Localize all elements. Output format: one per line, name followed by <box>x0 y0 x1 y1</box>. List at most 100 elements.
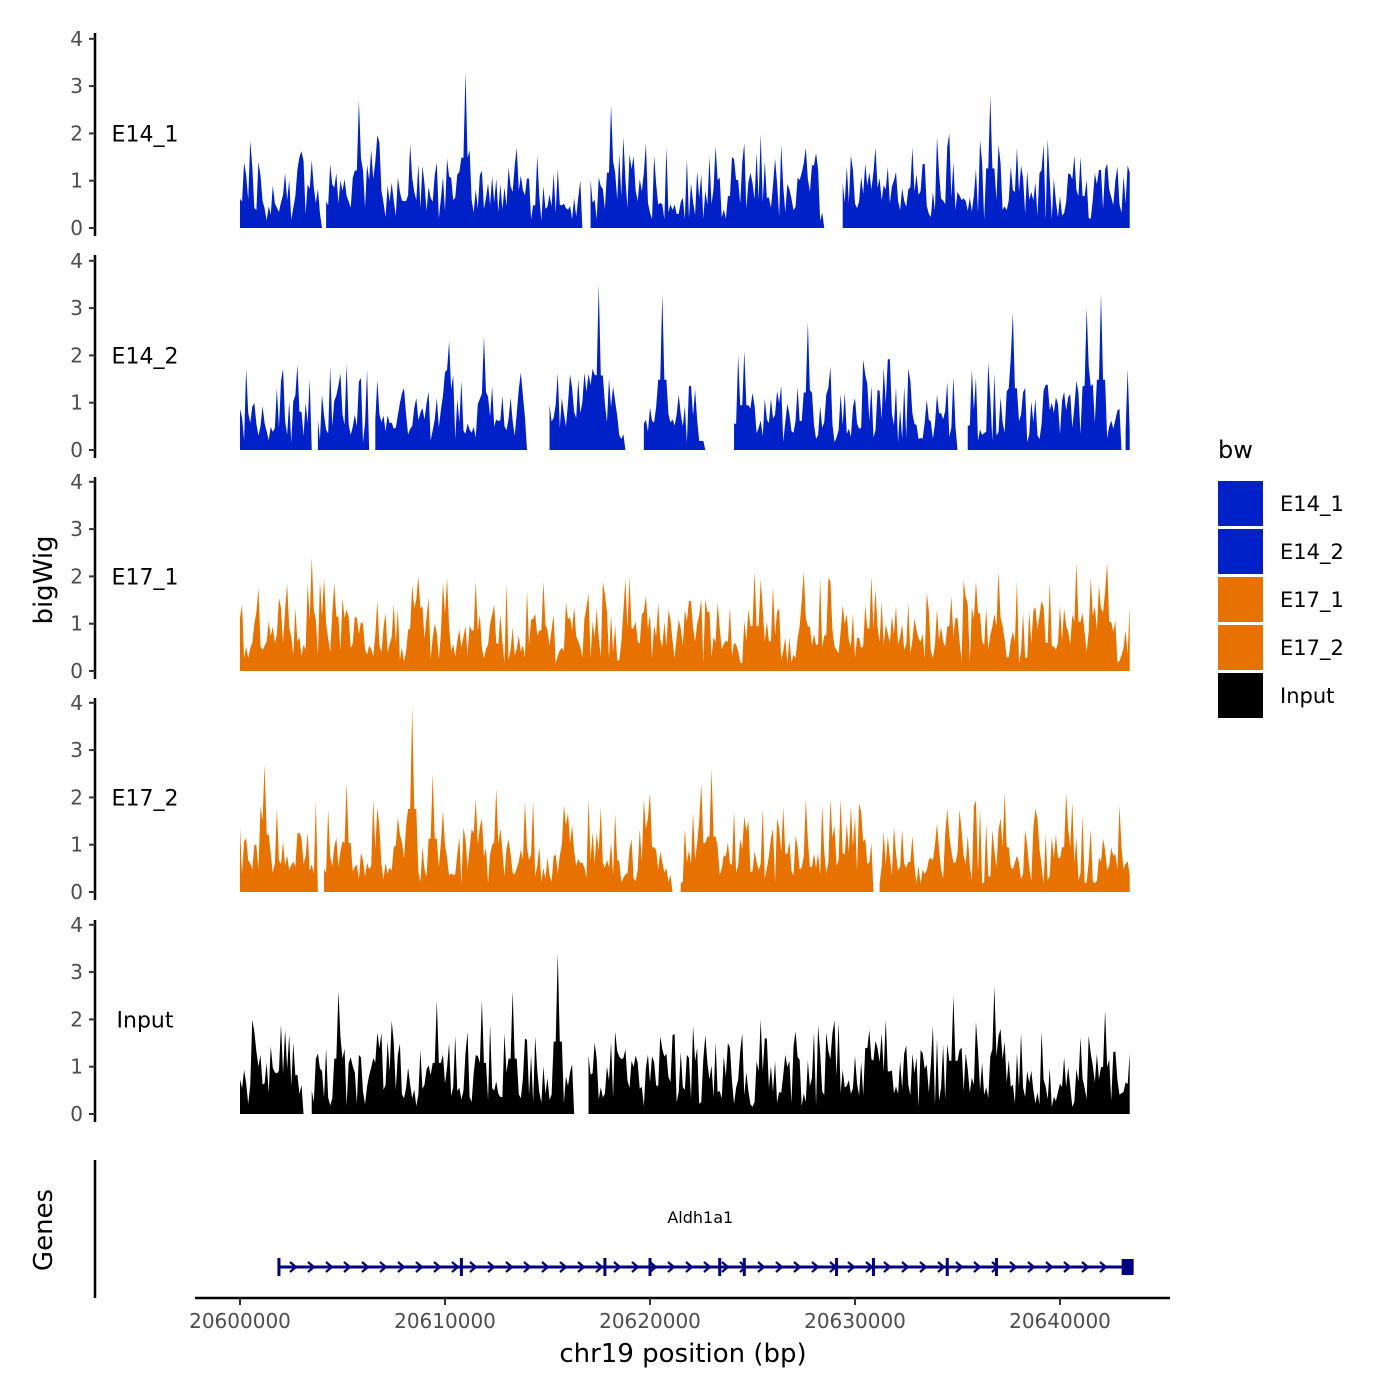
coverage-area-e17_2 <box>240 707 1130 892</box>
coverage-area-e14_1 <box>240 71 1130 228</box>
strand-arrow <box>433 1261 442 1273</box>
bigwig-tracks: 0 1 2 3 4 E14_1 0 1 2 3 4 E14_2 0 1 2 3 4 E17_1 0 1 2 3 4 E17_2… <box>70 27 1130 1126</box>
strand-arrow <box>487 1261 496 1273</box>
legend-swatch-e17_1 <box>1218 577 1263 622</box>
strand-arrow <box>973 1261 982 1273</box>
strand-arrow <box>613 1261 622 1273</box>
exon <box>718 1258 722 1276</box>
legend-label-e14_1: E14_1 <box>1280 492 1344 517</box>
strand-arrow <box>397 1261 406 1273</box>
exon <box>742 1258 746 1276</box>
exon <box>648 1258 652 1276</box>
y-tick-label: 2 <box>70 121 83 145</box>
strand-arrow <box>559 1261 568 1273</box>
strand-arrow <box>847 1261 856 1273</box>
coverage-area-e14_2 <box>240 284 1130 450</box>
legend-title: bw <box>1218 436 1253 464</box>
strand-arrow <box>721 1261 730 1273</box>
y-tick-label: 0 <box>70 216 83 240</box>
strand-arrow <box>289 1261 298 1273</box>
legend: bw E14_1 E14_2 E17_1 E17_2 Input <box>1218 436 1344 718</box>
y-tick-label: 3 <box>70 960 83 984</box>
legend-label-e17_1: E17_1 <box>1280 588 1344 613</box>
strand-arrow <box>955 1261 964 1273</box>
legend-label-input: Input <box>1280 684 1334 708</box>
strand-arrow <box>451 1261 460 1273</box>
strand-arrow <box>523 1261 532 1273</box>
exon <box>871 1258 875 1276</box>
y-tick-label: 1 <box>70 169 83 193</box>
y-tick-label: 4 <box>70 27 83 51</box>
strand-arrow <box>379 1261 388 1273</box>
x-tick-label: 20620000 <box>599 1309 701 1333</box>
y-tick-label: 4 <box>70 691 83 715</box>
x-axis: 20600000 20610000 20620000 20630000 20640000 <box>189 1296 1170 1333</box>
legend-swatch-e14_1 <box>1218 481 1263 526</box>
y-tick-label: 4 <box>70 470 83 494</box>
track-input: 0 1 2 3 4 Input <box>70 913 1130 1126</box>
y-tick-label: 1 <box>70 833 83 857</box>
y-tick-label: 3 <box>70 296 83 320</box>
track-label: E14_1 <box>112 122 179 147</box>
strand-arrow <box>1099 1261 1108 1273</box>
y-tick-label: 4 <box>70 913 83 937</box>
exon <box>1121 1259 1134 1275</box>
strand-arrow <box>703 1261 712 1273</box>
strand-arrow <box>883 1261 892 1273</box>
track-label: E17_2 <box>112 786 179 811</box>
strand-arrow <box>541 1261 550 1273</box>
y-tick-label: 1 <box>70 612 83 636</box>
track-e14_1: 0 1 2 3 4 E14_1 <box>70 27 1130 240</box>
x-tick-label: 20600000 <box>189 1309 291 1333</box>
legend-swatch-input <box>1218 673 1263 718</box>
y-tick-label: 0 <box>70 438 83 462</box>
track-label: Input <box>117 1008 174 1033</box>
strand-arrow <box>505 1261 514 1273</box>
strand-arrow <box>775 1261 784 1273</box>
strand-arrow <box>919 1261 928 1273</box>
y-tick-label: 0 <box>70 880 83 904</box>
strand-arrow <box>1081 1261 1090 1273</box>
y-axis-title: bigWig <box>29 535 59 624</box>
strand-arrow <box>631 1261 640 1273</box>
exon <box>277 1258 281 1276</box>
y-tick-label: 3 <box>70 517 83 541</box>
track-e14_2: 0 1 2 3 4 E14_2 <box>70 249 1130 462</box>
gene-track-title: Genes <box>29 1189 59 1271</box>
y-tick-label: 1 <box>70 391 83 415</box>
strand-arrow <box>649 1261 658 1273</box>
strand-arrow <box>811 1261 820 1273</box>
strand-arrow <box>793 1261 802 1273</box>
track-label: E14_2 <box>112 344 179 369</box>
strand-arrow <box>1045 1261 1054 1273</box>
strand-arrow <box>1063 1261 1072 1273</box>
y-tick-label: 2 <box>70 343 83 367</box>
exon <box>994 1258 998 1276</box>
gene-name-label: Aldh1a1 <box>667 1208 733 1227</box>
strand-arrow <box>757 1261 766 1273</box>
strand-arrow <box>307 1261 316 1273</box>
x-tick-label: 20610000 <box>394 1309 496 1333</box>
x-axis-title: chr19 position (bp) <box>559 1339 806 1369</box>
strand-arrow <box>343 1261 352 1273</box>
y-tick-label: 3 <box>70 74 83 98</box>
y-tick-label: 2 <box>70 785 83 809</box>
strand-arrow <box>1009 1261 1018 1273</box>
strand-arrow <box>361 1261 370 1273</box>
gene-track: Aldh1a1 <box>93 1160 1134 1298</box>
strand-arrow <box>415 1261 424 1273</box>
strand-arrow <box>325 1261 334 1273</box>
track-e17_1: 0 1 2 3 4 E17_1 <box>70 470 1130 683</box>
y-tick-label: 2 <box>70 564 83 588</box>
strand-arrow <box>469 1261 478 1273</box>
track-e17_2: 0 1 2 3 4 E17_2 <box>70 691 1130 904</box>
strand-arrow <box>667 1261 676 1273</box>
coverage-area-e17_1 <box>240 557 1130 671</box>
y-tick-label: 2 <box>70 1007 83 1031</box>
strand-arrow <box>739 1261 748 1273</box>
y-tick-label: 4 <box>70 249 83 273</box>
track-label: E17_1 <box>112 565 179 590</box>
legend-label-e14_2: E14_2 <box>1280 540 1344 565</box>
strand-arrow <box>901 1261 910 1273</box>
